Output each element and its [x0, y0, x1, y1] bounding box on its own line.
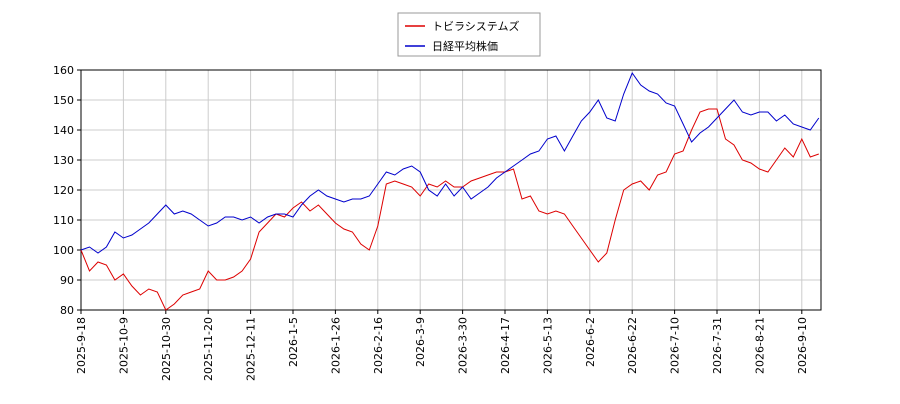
series-line	[80, 71, 820, 254]
x-tick-label: 2026-3-30	[457, 317, 470, 374]
x-tick-label: 2026-8-21	[753, 317, 766, 374]
y-tick-label: 90	[60, 274, 74, 287]
legend-label: トビラシステムズ	[432, 19, 519, 33]
x-tick-label: 2025-10-9	[117, 317, 130, 374]
y-tick-label: 140	[53, 124, 74, 137]
x-tick-label: 2026-1-26	[329, 317, 342, 374]
x-tick-label: 2026-5-13	[541, 317, 554, 374]
x-tick-label: 2026-9-10	[796, 317, 809, 374]
x-tick-label: 2026-3-9	[414, 317, 427, 367]
legend	[397, 12, 541, 57]
y-tick-label: 110	[53, 214, 74, 227]
y-tick-label: 100	[53, 244, 74, 257]
y-tick-label: 160	[53, 64, 74, 77]
x-tick-label: 2026-7-31	[711, 317, 724, 374]
y-tick-label: 80	[60, 304, 74, 317]
x-tick-label: 2025-9-18	[75, 317, 88, 374]
y-tick-label: 150	[53, 94, 74, 107]
y-tick-label: 130	[53, 154, 74, 167]
x-tick-label: 2025-10-30	[160, 317, 173, 381]
x-tick-label: 2026-1-5	[287, 317, 300, 367]
x-tick-label: 2026-2-16	[372, 317, 385, 374]
x-tick-label: 2025-11-20	[202, 317, 215, 381]
legend-label: 日経平均株価	[432, 39, 498, 53]
x-tick-label: 2026-6-2	[584, 317, 597, 367]
x-tick-label: 2025-12-11	[245, 317, 258, 381]
series-line	[80, 108, 819, 311]
x-tick-label: 2026-7-10	[669, 317, 682, 374]
x-tick-label: 2026-4-17	[499, 317, 512, 374]
y-tick-label: 120	[53, 184, 74, 197]
x-tick-label: 2026-6-22	[626, 317, 639, 374]
